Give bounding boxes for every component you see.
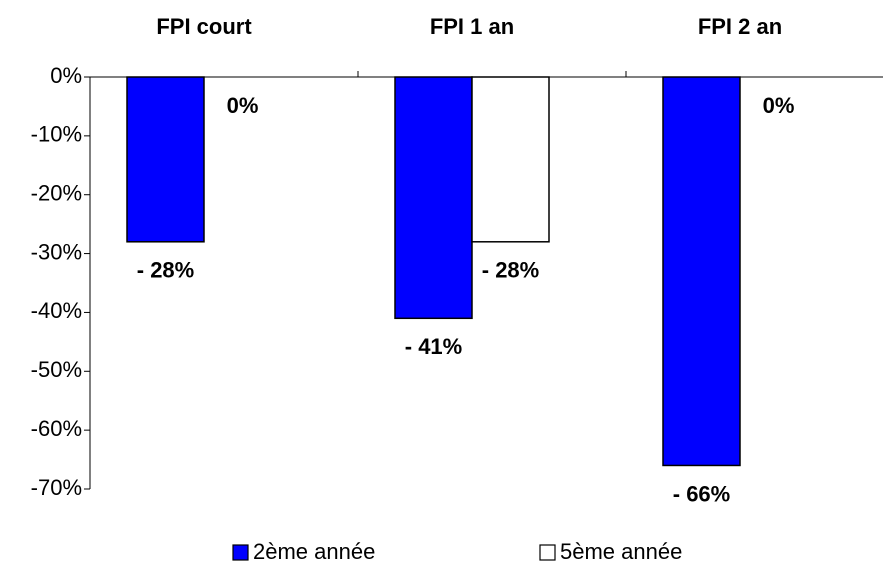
value-label: - 66% <box>673 481 730 506</box>
value-label: 0% <box>227 93 259 118</box>
legend-label: 5ème année <box>560 539 682 564</box>
category-label: FPI 1 an <box>430 14 514 39</box>
y-tick-label: -30% <box>31 239 82 264</box>
value-label: 0% <box>763 93 795 118</box>
y-tick-label: -10% <box>31 122 82 147</box>
category-label: FPI court <box>156 14 252 39</box>
category-label: FPI 2 an <box>698 14 782 39</box>
y-tick-label: -40% <box>31 298 82 323</box>
bar <box>394 76 473 320</box>
bar <box>126 76 205 243</box>
bar <box>471 76 550 243</box>
y-tick-label: -50% <box>31 357 82 382</box>
legend-swatch <box>232 544 249 561</box>
legend-swatch <box>539 544 556 561</box>
legend-label: 2ème année <box>253 539 375 564</box>
value-label: - 28% <box>137 258 194 283</box>
y-tick-label: -70% <box>31 475 82 500</box>
bar <box>662 76 741 467</box>
y-tick-label: -60% <box>31 416 82 441</box>
y-tick-label: 0% <box>50 63 82 88</box>
value-label: - 28% <box>482 258 539 283</box>
y-tick-label: -20% <box>31 181 82 206</box>
value-label: - 41% <box>405 334 462 359</box>
